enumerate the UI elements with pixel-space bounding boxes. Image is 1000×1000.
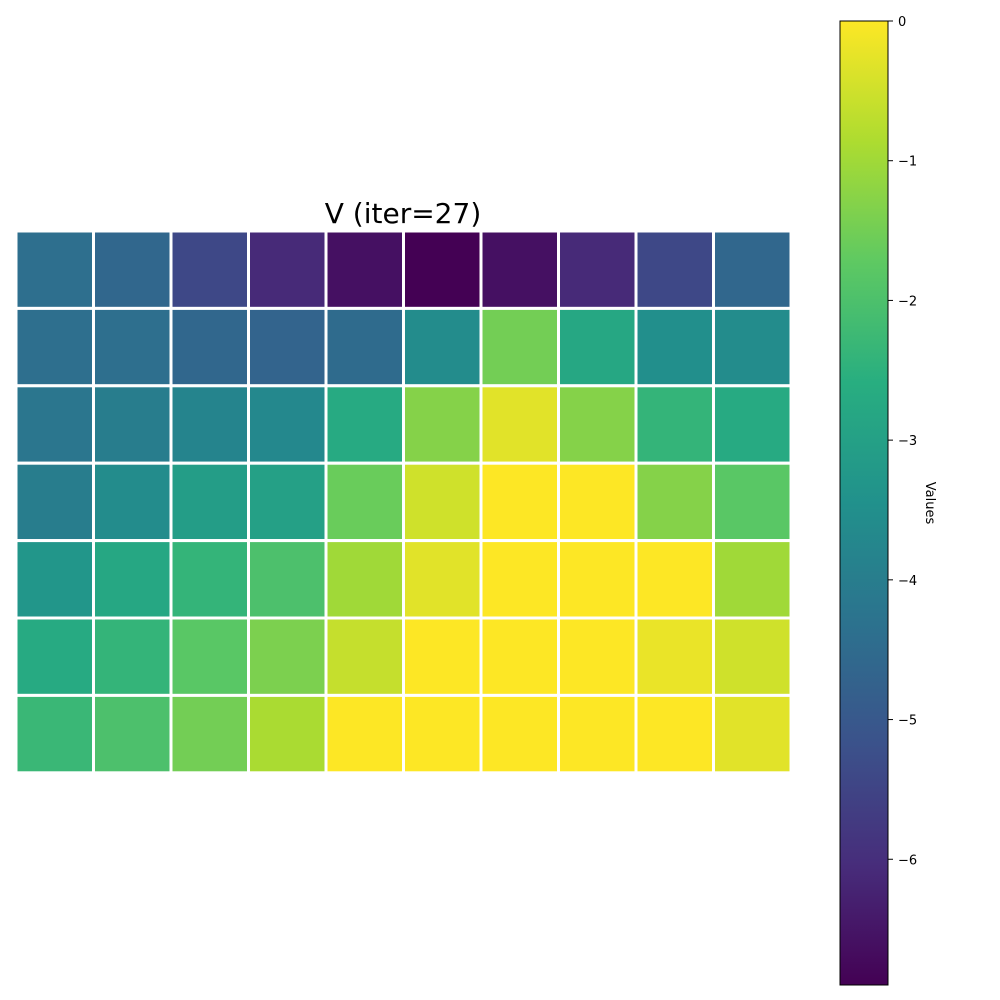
heatmap-cell xyxy=(712,461,793,543)
heatmap-cell xyxy=(92,539,173,620)
heatmap-cell xyxy=(479,229,560,310)
heatmap-cell xyxy=(247,461,328,543)
heatmap-cell xyxy=(557,229,638,310)
heatmap-cell xyxy=(557,693,638,775)
heatmap-cell xyxy=(169,384,250,465)
heatmap-cell xyxy=(712,229,793,310)
heatmap-cell xyxy=(712,539,793,620)
heatmap-cell xyxy=(247,229,328,310)
heatmap-cell xyxy=(402,306,483,388)
heatmap-cell xyxy=(14,306,95,388)
heatmap-cell xyxy=(712,616,793,697)
colorbar-tick-label: −1 xyxy=(898,155,917,170)
heatmap-cell xyxy=(92,461,173,543)
heatmap-cell xyxy=(634,461,715,543)
chart-title: V (iter=27) xyxy=(325,197,482,230)
heatmap-cell xyxy=(324,693,405,775)
heatmap-cell xyxy=(479,539,560,620)
heatmap-cell xyxy=(402,229,483,310)
heatmap-cell xyxy=(14,539,95,620)
heatmap-cell xyxy=(634,306,715,388)
colorbar-tick-label: −2 xyxy=(898,294,917,309)
heatmap-cell xyxy=(14,693,95,775)
heatmap-cell xyxy=(324,539,405,620)
heatmap-cell xyxy=(557,616,638,697)
heatmap-cell xyxy=(479,693,560,775)
heatmap-cell xyxy=(712,693,793,775)
heatmap-cell xyxy=(712,384,793,465)
heatmap-cell xyxy=(92,384,173,465)
heatmap-cell xyxy=(169,616,250,697)
colorbar-gradient xyxy=(839,20,889,986)
heatmap-cell xyxy=(712,306,793,388)
heatmap-grid xyxy=(14,229,793,775)
heatmap-cell xyxy=(402,539,483,620)
heatmap-cell xyxy=(324,229,405,310)
colorbar-tick-label: −5 xyxy=(898,714,917,729)
colorbar-tick-label: −3 xyxy=(898,434,917,449)
heatmap-cell xyxy=(479,616,560,697)
heatmap-cell xyxy=(14,461,95,543)
heatmap-cell xyxy=(92,229,173,310)
heatmap-cell xyxy=(92,306,173,388)
heatmap-cell xyxy=(479,384,560,465)
heatmap-cell xyxy=(247,616,328,697)
heatmap-cell xyxy=(324,384,405,465)
heatmap-cell xyxy=(14,229,95,310)
heatmap-cell xyxy=(402,384,483,465)
colorbar-tick-label: −6 xyxy=(898,853,917,868)
heatmap-cell xyxy=(14,616,95,697)
heatmap-cell xyxy=(324,306,405,388)
heatmap-cell xyxy=(169,461,250,543)
heatmap-cell xyxy=(247,693,328,775)
heatmap-cell xyxy=(324,616,405,697)
heatmap-cell xyxy=(14,384,95,465)
heatmap-cell xyxy=(402,616,483,697)
heatmap-cell xyxy=(169,539,250,620)
heatmap-cell xyxy=(479,461,560,543)
heatmap-cell xyxy=(247,539,328,620)
colorbar-tick-label: 0 xyxy=(898,15,906,30)
heatmap-cell xyxy=(634,616,715,697)
heatmap-cell xyxy=(92,616,173,697)
heatmap-cell xyxy=(169,229,250,310)
heatmap-cell xyxy=(479,306,560,388)
heatmap-cell xyxy=(169,693,250,775)
heatmap-cell xyxy=(557,306,638,388)
colorbar-label: Values xyxy=(922,482,937,525)
heatmap-cell xyxy=(402,461,483,543)
heatmap-cell xyxy=(557,384,638,465)
heatmap-cell xyxy=(634,539,715,620)
heatmap-cell xyxy=(634,229,715,310)
colorbar-tick-label: −4 xyxy=(898,574,917,589)
heatmap-cell xyxy=(92,693,173,775)
heatmap-cell xyxy=(402,693,483,775)
heatmap-cell xyxy=(247,384,328,465)
colorbar: 0 −1 −2 −3 −4 −5 −6 Values xyxy=(839,15,937,986)
colorbar-ticks: 0 −1 −2 −3 −4 −5 −6 xyxy=(888,15,917,868)
heatmap-cell xyxy=(634,384,715,465)
heatmap-cell xyxy=(634,693,715,775)
heatmap-cell xyxy=(247,306,328,388)
heatmap-cell xyxy=(324,461,405,543)
heatmap-cell xyxy=(557,461,638,543)
heatmap-cell xyxy=(557,539,638,620)
heatmap-cell xyxy=(169,306,250,388)
